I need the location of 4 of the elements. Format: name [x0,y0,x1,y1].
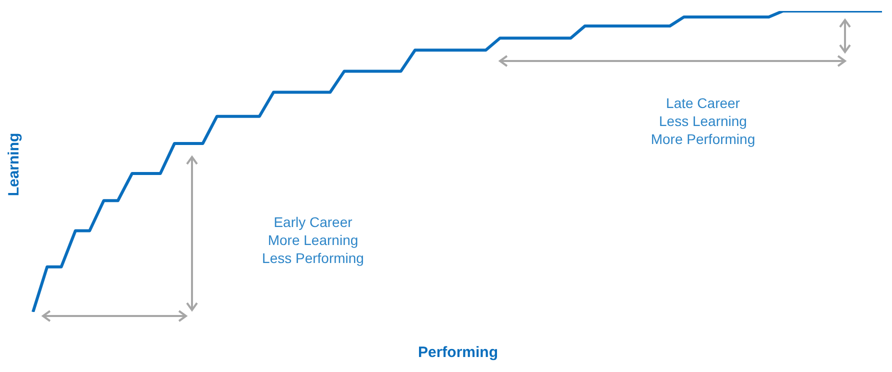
annotation: Early Career More Learning Less Performing [261,213,365,267]
annotation: Late Career Less Learning More Performing [650,94,756,148]
x-axis-title: Performing [416,344,499,361]
y-axis-title: Learning [6,132,22,198]
